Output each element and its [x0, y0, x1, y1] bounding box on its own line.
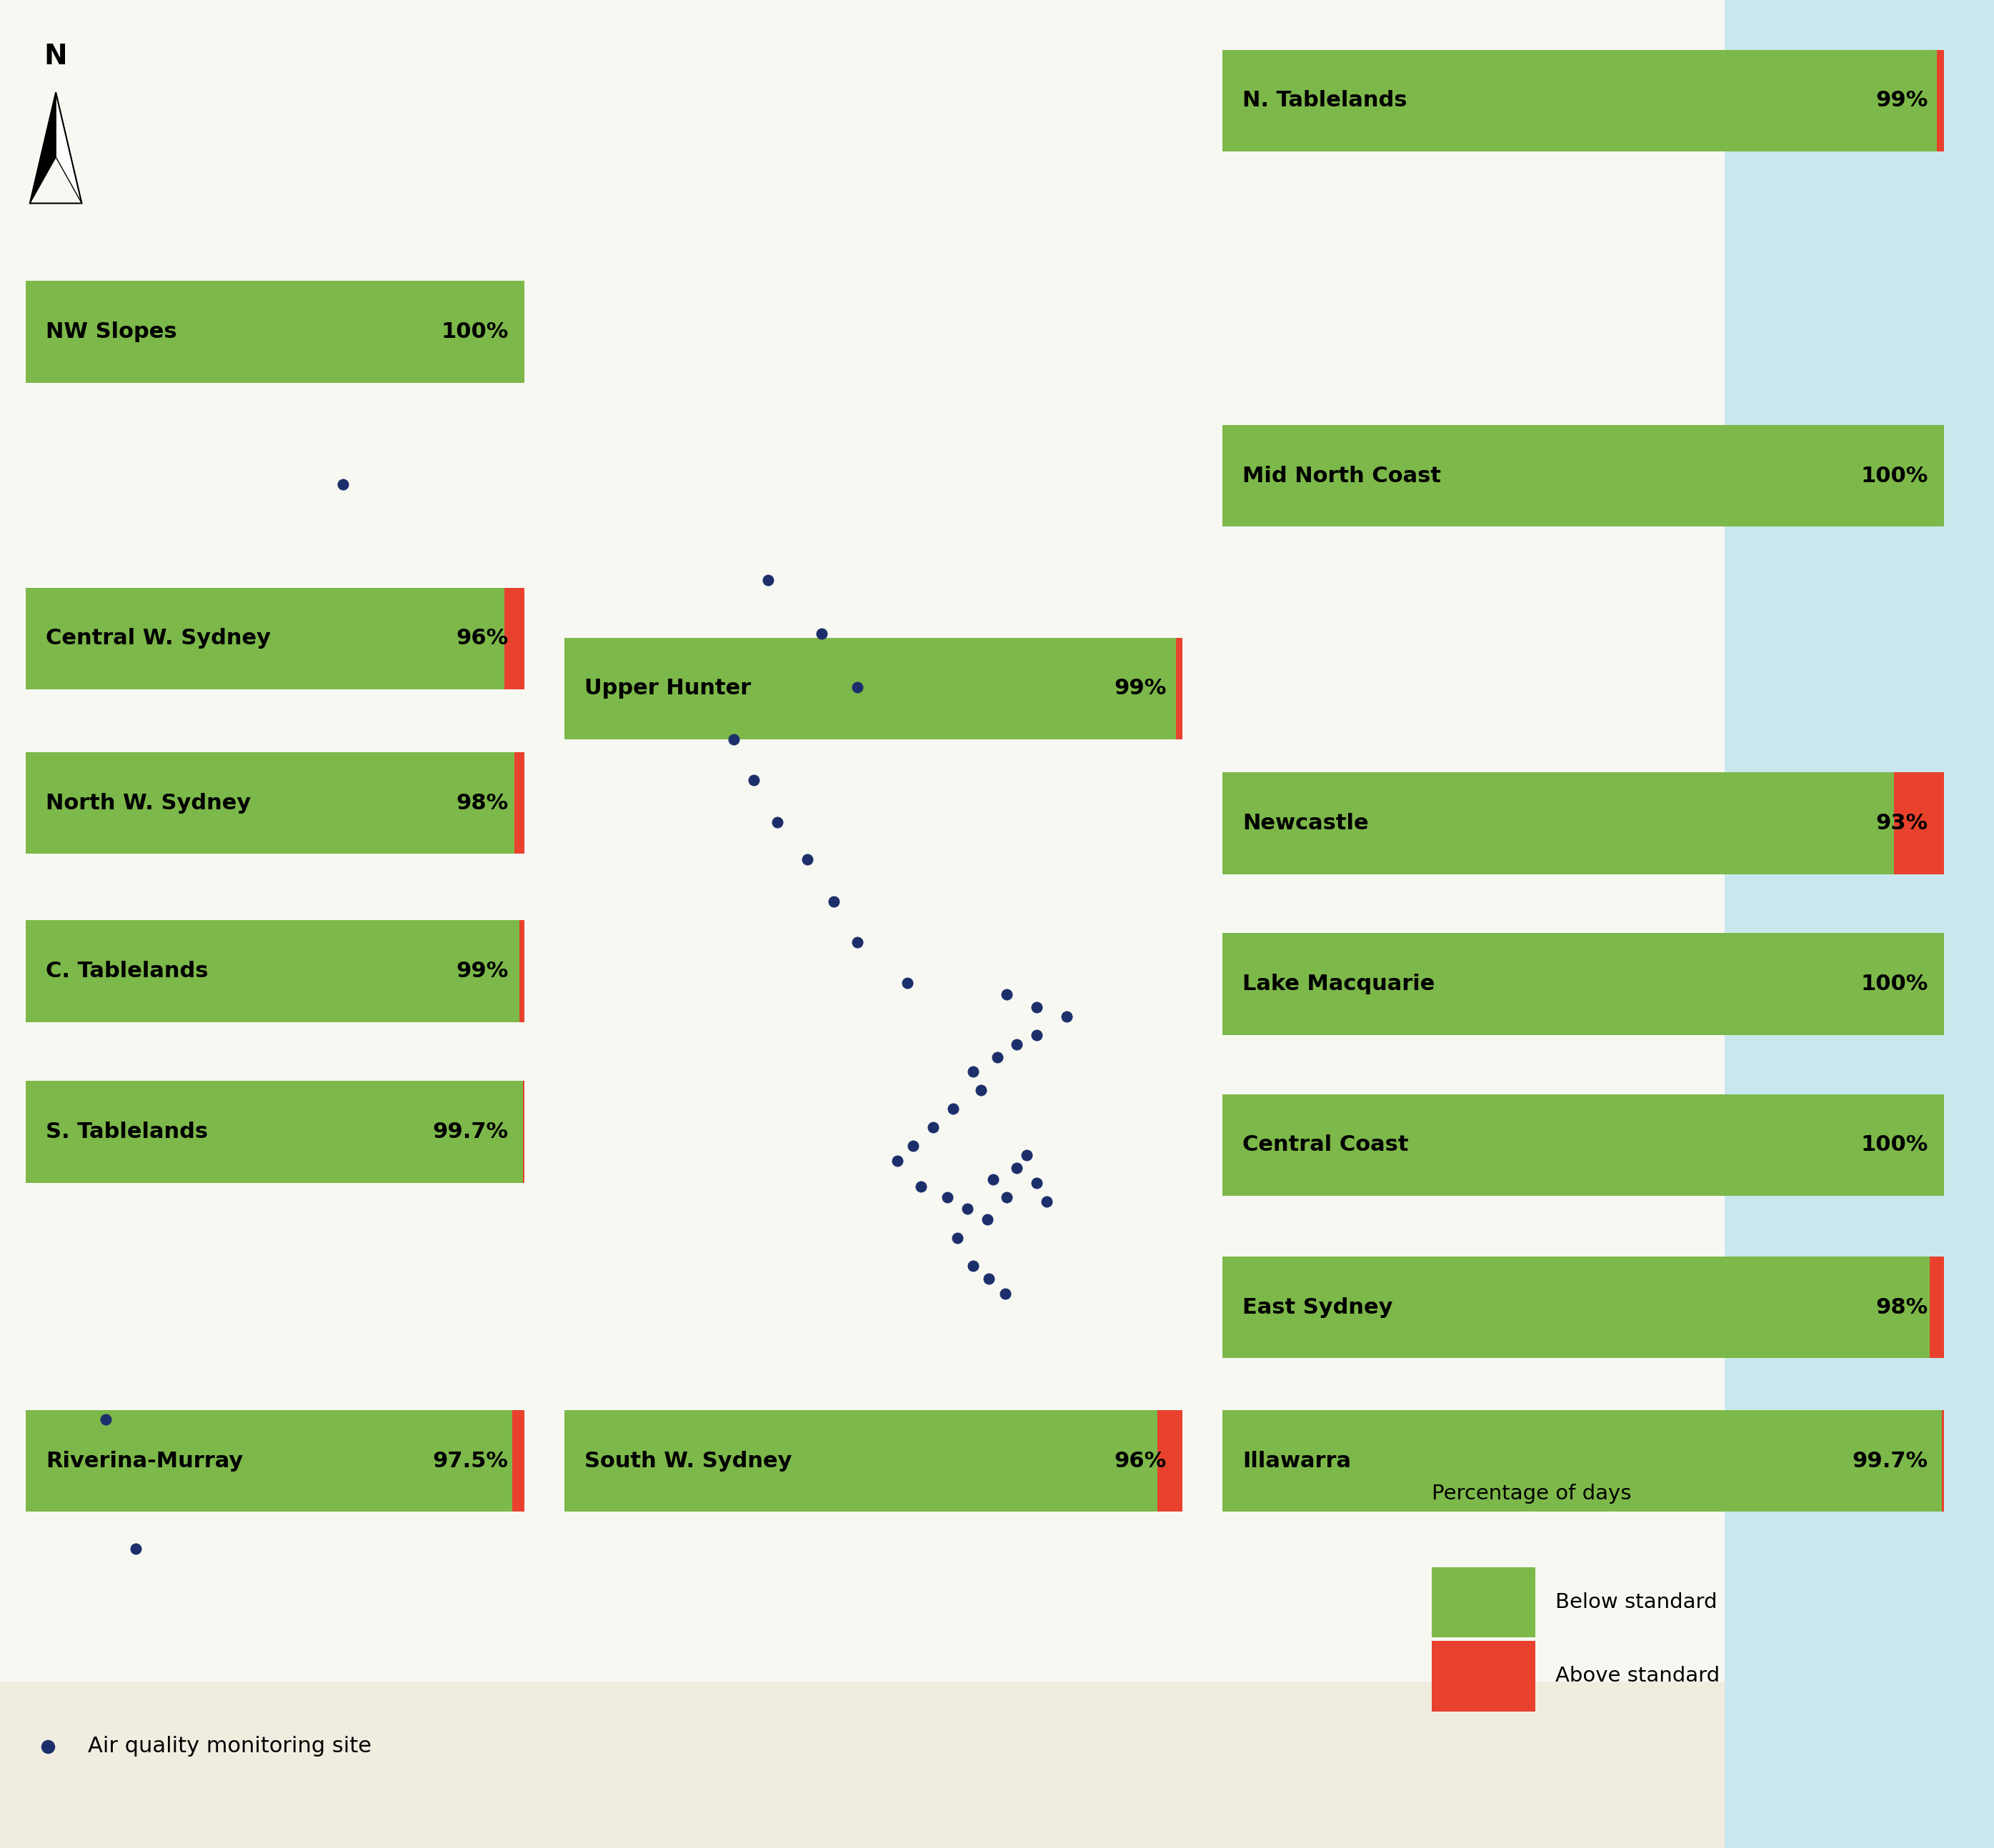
Bar — [512, 1410, 524, 1512]
Text: Riverina-Murray: Riverina-Murray — [46, 1451, 243, 1471]
Text: 97.5%: 97.5% — [433, 1451, 508, 1471]
Bar — [1222, 425, 1944, 527]
Bar — [564, 638, 1176, 739]
Bar — [564, 1410, 1159, 1512]
Text: 100%: 100% — [1860, 1135, 1928, 1155]
Text: Percentage of days: Percentage of days — [1432, 1484, 1631, 1504]
Text: 93%: 93% — [1876, 813, 1928, 833]
Text: 99.7%: 99.7% — [1852, 1451, 1928, 1471]
Text: 98%: 98% — [457, 793, 508, 813]
Text: 99%: 99% — [1115, 678, 1166, 699]
Bar — [1222, 50, 1936, 152]
Text: Central Coast: Central Coast — [1242, 1135, 1408, 1155]
Text: Above standard: Above standard — [1555, 1667, 1719, 1685]
Bar — [504, 588, 524, 689]
Bar — [26, 281, 524, 383]
Text: C. Tablelands: C. Tablelands — [46, 961, 209, 981]
Bar — [26, 1081, 522, 1183]
Text: Newcastle: Newcastle — [1242, 813, 1368, 833]
Bar — [1176, 638, 1182, 739]
Bar — [1159, 1410, 1182, 1512]
Text: 96%: 96% — [1115, 1451, 1166, 1471]
Bar — [1222, 1257, 1930, 1358]
Text: South W. Sydney: South W. Sydney — [584, 1451, 792, 1471]
Text: 99%: 99% — [457, 961, 508, 981]
Bar — [1894, 772, 1944, 874]
Bar — [0, 0, 1725, 1682]
Bar — [1432, 1567, 1535, 1637]
Text: S. Tablelands: S. Tablelands — [46, 1122, 207, 1142]
Bar — [1222, 1410, 1942, 1512]
Text: 99%: 99% — [1876, 91, 1928, 111]
Text: 100%: 100% — [1860, 974, 1928, 994]
Text: East Sydney: East Sydney — [1242, 1297, 1392, 1318]
Text: Lake Macquarie: Lake Macquarie — [1242, 974, 1436, 994]
Bar — [1930, 1257, 1944, 1358]
Text: 100%: 100% — [1860, 466, 1928, 486]
Bar — [1222, 933, 1944, 1035]
Bar — [514, 752, 524, 854]
Bar — [1432, 1641, 1535, 1711]
Bar — [1942, 1410, 1944, 1512]
Text: 98%: 98% — [1876, 1297, 1928, 1318]
Text: N. Tablelands: N. Tablelands — [1242, 91, 1408, 111]
Bar — [1936, 50, 1944, 152]
Text: Below standard: Below standard — [1555, 1593, 1717, 1611]
Bar — [26, 588, 504, 689]
Text: Illawarra: Illawarra — [1242, 1451, 1350, 1471]
Bar — [0, 1682, 1725, 1848]
Text: 99.7%: 99.7% — [433, 1122, 508, 1142]
Bar — [26, 1410, 512, 1512]
Bar — [518, 920, 524, 1022]
Polygon shape — [30, 92, 56, 203]
Bar — [26, 920, 518, 1022]
Bar — [1222, 1094, 1944, 1196]
Bar — [1222, 772, 1894, 874]
Text: Air quality monitoring site: Air quality monitoring site — [88, 1735, 371, 1757]
Text: 100%: 100% — [441, 322, 508, 342]
Text: Central W. Sydney: Central W. Sydney — [46, 628, 271, 649]
Text: N: N — [44, 43, 68, 70]
Text: Upper Hunter: Upper Hunter — [584, 678, 752, 699]
Text: Mid North Coast: Mid North Coast — [1242, 466, 1442, 486]
Text: North W. Sydney: North W. Sydney — [46, 793, 251, 813]
Text: NW Slopes: NW Slopes — [46, 322, 177, 342]
Bar — [26, 752, 514, 854]
Text: 96%: 96% — [457, 628, 508, 649]
Polygon shape — [56, 92, 82, 203]
